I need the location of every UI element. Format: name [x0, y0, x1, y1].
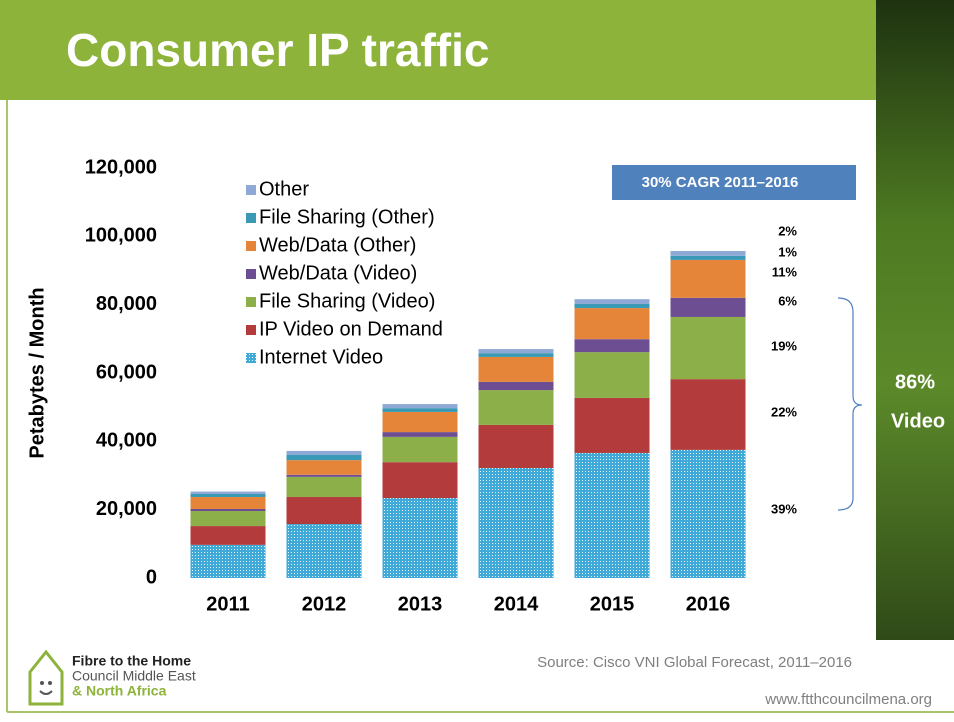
legend-label: IP Video on Demand [259, 318, 443, 340]
legend-swatch [246, 325, 256, 335]
share-label: 6% [778, 293, 797, 308]
y-tick-label: 80,000 [96, 293, 157, 315]
share-label: 2% [778, 223, 797, 238]
x-tick-label: 2015 [590, 593, 635, 615]
slide-title: Consumer IP traffic [66, 24, 489, 76]
x-tick-label: 2013 [398, 593, 443, 615]
x-tick-label: 2014 [494, 593, 539, 615]
bar-segment [671, 450, 746, 578]
legend-swatch [246, 185, 256, 195]
bar-segment [479, 357, 554, 382]
source-note: Source: Cisco VNI Global Forecast, 2011–… [537, 654, 852, 671]
bar-segment [383, 498, 458, 578]
bar-segment [479, 425, 554, 468]
bar-segment [191, 497, 266, 509]
legend-label: Web/Data (Video) [259, 262, 417, 284]
bar-segment [191, 492, 266, 494]
legend-swatch [246, 213, 256, 223]
y-tick-label: 20,000 [96, 498, 157, 520]
slide: Consumer IP traffic Petabytes / Month 30… [0, 0, 954, 722]
y-axis-title: Petabytes / Month [26, 287, 48, 458]
legend-swatch [246, 241, 256, 251]
bar-segment [671, 260, 746, 298]
bar-segment [191, 545, 266, 578]
logo-eye [40, 681, 44, 685]
y-tick-label: 100,000 [85, 225, 157, 247]
bar-segment [479, 468, 554, 578]
bar-segment [287, 497, 362, 524]
bar-segment [575, 398, 650, 453]
y-tick-label: 60,000 [96, 361, 157, 383]
x-tick-label: 2011 [206, 593, 249, 615]
legend-swatch [246, 269, 256, 279]
logo-line: Council Middle East [72, 668, 196, 684]
logo-line: & North Africa [72, 683, 167, 699]
bar-segment [383, 432, 458, 437]
bar-segment [671, 317, 746, 379]
bar-segment [671, 256, 746, 260]
y-tick-label: 40,000 [96, 430, 157, 452]
bar-segment [287, 475, 362, 477]
bar-segment [383, 462, 458, 498]
bar-segment [287, 460, 362, 475]
x-tick-label: 2012 [302, 593, 347, 615]
share-label: 1% [778, 244, 797, 259]
bar-segment [671, 379, 746, 450]
bar-segment [191, 494, 266, 497]
legend-label: Web/Data (Other) [259, 234, 416, 256]
video-share: 86% [895, 371, 935, 393]
bar-segment [575, 453, 650, 578]
legend-swatch [246, 353, 256, 363]
legend-label: File Sharing (Video) [259, 290, 435, 312]
legend-swatch [246, 297, 256, 307]
bar-segment [191, 511, 266, 526]
bar-segment [575, 352, 650, 398]
bar-segment [479, 353, 554, 357]
cagr-note: 30% CAGR 2011–2016 [642, 174, 799, 191]
share-label: 11% [772, 264, 798, 279]
side-image [876, 0, 954, 640]
legend-label: Internet Video [259, 346, 383, 368]
share-label: 19% [771, 338, 797, 353]
bar-segment [479, 382, 554, 390]
bar-segment [191, 509, 266, 511]
bar-segment [671, 251, 746, 256]
bar-segment [479, 390, 554, 425]
bar-segment [575, 304, 650, 308]
bar-segment [383, 404, 458, 408]
video-label: Video [891, 410, 945, 432]
share-label: 39% [771, 501, 797, 516]
bar-segment [479, 349, 554, 353]
logo-eye [48, 681, 52, 685]
bar-segment [191, 526, 266, 545]
logo-line: Fibre to the Home [72, 653, 191, 669]
bar-segment [575, 299, 650, 304]
legend-label: Other [259, 178, 309, 200]
bar-segment [671, 298, 746, 317]
y-tick-label: 0 [146, 566, 157, 588]
bar-segment [287, 524, 362, 578]
url: www.ftthcouncilmena.org [764, 691, 932, 708]
bar-segment [287, 455, 362, 460]
bar-segment [575, 339, 650, 352]
bar-segment [287, 477, 362, 497]
y-tick-label: 120,000 [85, 156, 157, 178]
x-tick-label: 2016 [686, 593, 731, 615]
bar-segment [575, 308, 650, 339]
bar-segment [383, 437, 458, 462]
bar-segment [287, 451, 362, 455]
legend-label: File Sharing (Other) [259, 206, 435, 228]
bar-segment [383, 412, 458, 432]
share-label: 22% [771, 404, 797, 419]
bar-segment [383, 408, 458, 412]
